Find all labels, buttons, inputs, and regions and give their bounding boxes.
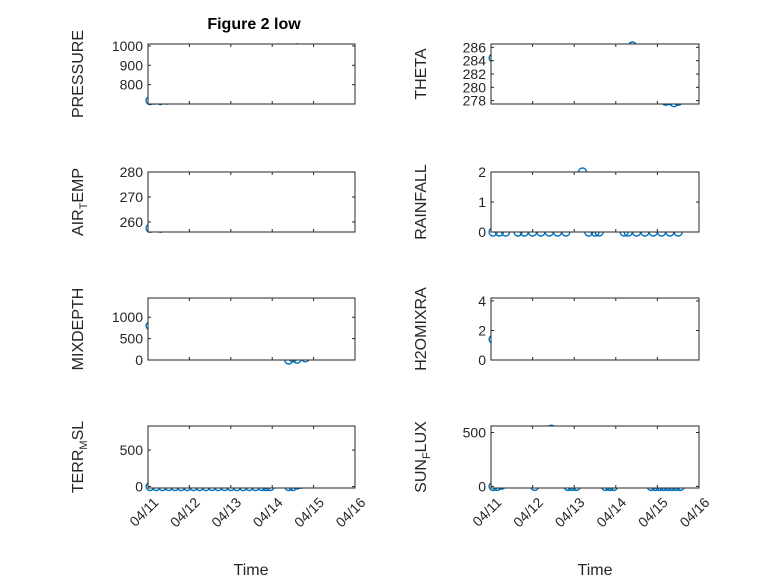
y-axis-label-subscript: M <box>78 440 90 449</box>
x-tick-label: 04/13 <box>552 494 588 530</box>
y-tick-label: 282 <box>463 66 487 82</box>
y-tick-label: 1000 <box>112 38 143 54</box>
y-tick-label: 260 <box>120 214 144 230</box>
y-tick-label: 278 <box>463 93 487 109</box>
y-axis-label-main: TERR <box>70 450 87 494</box>
subplot-rainfall: 0 1 2 RAINFALL <box>413 164 700 240</box>
axes-frame <box>490 297 700 361</box>
y-axis-label: MIXDEPTH <box>70 288 87 371</box>
x-tick-label: 04/15 <box>635 494 671 530</box>
axes-frame <box>490 171 700 233</box>
y-tick-label: 284 <box>463 53 487 69</box>
y-tick-label: 900 <box>120 57 144 73</box>
y-axis-label-rest: SL <box>70 421 87 441</box>
y-axis-label: THETA <box>413 48 430 100</box>
y-tick-label: 2 <box>478 164 486 180</box>
y-tick-label: 1 <box>478 194 486 210</box>
x-tick-label: 04/14 <box>250 494 286 530</box>
x-tick-label: 04/15 <box>291 494 327 530</box>
y-axis-label-main: AIR <box>70 209 87 236</box>
subplot-sun_flux: 0 500 04/11 04/12 04/13 04/14 04/15 04/16 SUNFLU… <box>413 421 713 530</box>
y-tick-label: 280 <box>120 164 144 180</box>
y-tick-label: 0 <box>135 479 143 495</box>
y-axis-label: RAINFALL <box>413 164 430 240</box>
y-axis-label-rest: EMP <box>70 168 87 203</box>
figure-title: Figure 2 low <box>207 16 301 33</box>
y-axis-label-rest: LUX <box>413 421 430 452</box>
y-tick-label: 800 <box>120 77 144 93</box>
y-tick-label: 500 <box>463 424 487 440</box>
axes-frame <box>147 425 356 489</box>
y-tick-label: 1000 <box>112 309 143 325</box>
x-tick-label: 04/11 <box>126 494 162 530</box>
y-tick-label: 280 <box>463 79 487 95</box>
x-tick-label: 04/16 <box>676 494 712 530</box>
axes-frame <box>147 171 356 233</box>
y-tick-label: 0 <box>478 478 486 494</box>
axes-frame <box>490 425 700 489</box>
y-tick-label: 270 <box>120 189 144 205</box>
subplot-mixdepth: 0 500 1000 MIXDEPTH <box>70 288 356 371</box>
y-axis-label-subscript: F <box>421 452 433 459</box>
y-tick-label: 0 <box>135 352 143 368</box>
x-axis-label-left: Time <box>234 562 269 579</box>
subplot-pressure: 800 900 1000 PRESSURE <box>70 30 356 118</box>
y-axis-label: TERRMSL <box>70 421 90 493</box>
y-axis-label: PRESSURE <box>70 30 87 118</box>
y-tick-label: 286 <box>463 39 487 55</box>
y-tick-label: 500 <box>120 331 144 347</box>
subplot-terr_msl: 0 500 04/11 04/12 04/13 04/14 04/15 04/16 TERRMS… <box>70 421 369 531</box>
axes-frame <box>147 43 356 105</box>
y-tick-label: 500 <box>120 442 144 458</box>
y-tick-label: 0 <box>478 224 486 240</box>
x-tick-label: 04/14 <box>593 494 629 530</box>
axes-frame <box>147 297 356 361</box>
y-axis-label: AIRTEMP <box>70 168 90 236</box>
y-tick-label: 0 <box>478 352 486 368</box>
x-tick-label: 04/13 <box>208 494 244 530</box>
axes-frame <box>490 43 700 105</box>
subplot-air_temp: 260 270 280 AIRTEMP <box>70 164 356 236</box>
x-tick-label: 04/16 <box>332 494 368 530</box>
y-axis-label-subscript: T <box>78 202 90 209</box>
subplot-h2omixra: 0 2 4 H2OMIXRA <box>413 287 700 371</box>
x-tick-label: 04/12 <box>510 494 546 530</box>
y-axis-label: H2OMIXRA <box>413 287 430 371</box>
y-axis-label-main: SUN <box>413 459 430 493</box>
y-tick-label: 2 <box>478 322 486 338</box>
y-tick-label: 4 <box>478 293 486 309</box>
y-axis-label: SUNFLUX <box>413 421 433 493</box>
x-axis-label-right: Time <box>578 562 613 579</box>
x-tick-label: 04/12 <box>167 494 203 530</box>
x-tick-label: 04/11 <box>469 494 505 530</box>
